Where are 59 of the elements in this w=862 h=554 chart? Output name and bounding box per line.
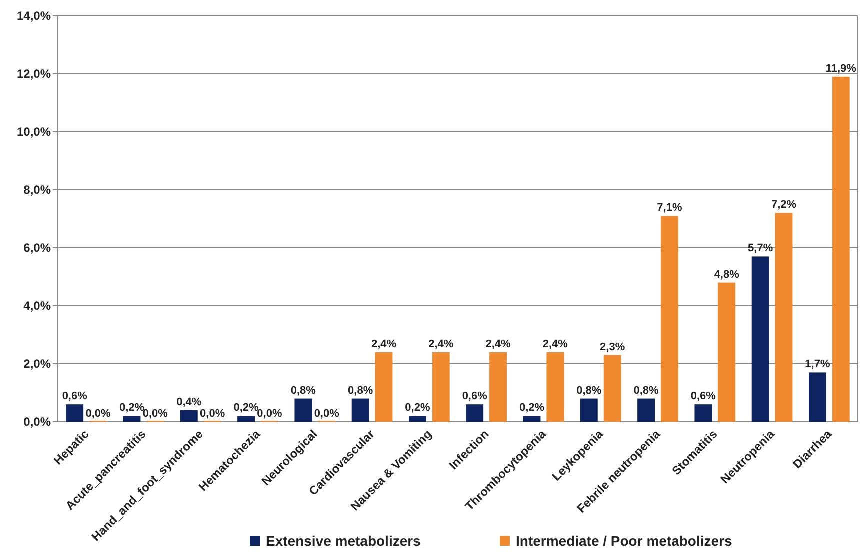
bar bbox=[432, 352, 450, 422]
data-label: 11,9% bbox=[826, 62, 857, 75]
bar bbox=[752, 256, 770, 422]
data-label: 7,1% bbox=[657, 202, 682, 214]
data-label: 0,8% bbox=[576, 384, 602, 397]
y-tick-label: 14,0% bbox=[16, 9, 52, 24]
bar bbox=[180, 410, 198, 422]
bar bbox=[809, 372, 826, 422]
bar bbox=[123, 416, 141, 422]
bar bbox=[546, 352, 564, 422]
bar bbox=[604, 355, 622, 422]
legend-label: Intermediate / Poor metabolizers bbox=[516, 533, 732, 549]
data-label: 7,2% bbox=[771, 199, 797, 212]
bar bbox=[466, 404, 484, 422]
y-tick-label: 6,0% bbox=[24, 241, 52, 256]
data-label: 2,4% bbox=[486, 338, 512, 350]
bar bbox=[66, 404, 84, 422]
data-label: 5,7% bbox=[748, 242, 774, 255]
data-label: 0,0% bbox=[257, 408, 282, 420]
data-label: 2,4% bbox=[371, 338, 397, 350]
data-label: 0,2% bbox=[405, 402, 430, 414]
y-tick-label: 0,0% bbox=[24, 415, 52, 430]
data-label: 0,8% bbox=[634, 384, 660, 397]
data-label: 2,3% bbox=[600, 341, 626, 354]
data-label: 1,7% bbox=[805, 358, 830, 371]
y-tick-label: 2,0% bbox=[24, 357, 52, 372]
data-label: 0,0% bbox=[142, 408, 168, 420]
data-label: 0,2% bbox=[519, 402, 545, 414]
data-label: 0,6% bbox=[462, 390, 488, 403]
data-label: 2,4% bbox=[428, 338, 454, 350]
bar bbox=[775, 213, 793, 422]
bar bbox=[238, 416, 255, 422]
bar bbox=[523, 416, 541, 422]
data-label: 4,8% bbox=[714, 268, 740, 281]
data-label: 0,4% bbox=[176, 396, 202, 408]
data-label: 2,4% bbox=[542, 338, 568, 350]
bar bbox=[352, 398, 370, 422]
bar bbox=[661, 216, 678, 422]
bar bbox=[580, 398, 598, 422]
bar bbox=[294, 398, 312, 422]
data-label: 0,8% bbox=[290, 384, 316, 397]
y-tick-label: 10,0% bbox=[16, 125, 52, 140]
bar bbox=[638, 398, 655, 422]
data-label: 0,6% bbox=[62, 390, 88, 403]
bar bbox=[718, 282, 736, 422]
bar bbox=[490, 352, 507, 422]
data-label: 0,8% bbox=[348, 384, 374, 397]
bar bbox=[694, 404, 712, 422]
bar bbox=[375, 352, 393, 422]
data-label: 0,6% bbox=[690, 390, 716, 403]
y-tick-label: 8,0% bbox=[24, 183, 52, 198]
data-label: 0,0% bbox=[86, 408, 112, 420]
y-tick-label: 12,0% bbox=[16, 67, 52, 82]
legend-label: Extensive metabolizers bbox=[266, 533, 422, 549]
y-tick-label: 4,0% bbox=[24, 299, 52, 314]
data-label: 0,0% bbox=[314, 408, 340, 420]
bar bbox=[832, 76, 850, 422]
bar bbox=[409, 416, 426, 422]
data-label: 0,0% bbox=[200, 408, 226, 420]
